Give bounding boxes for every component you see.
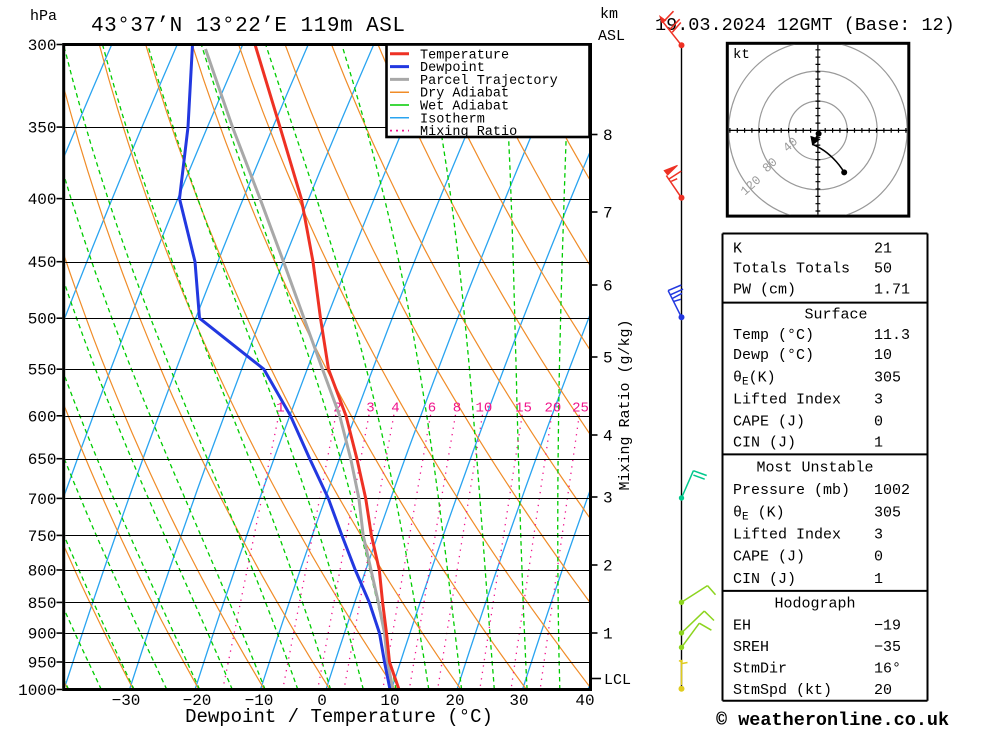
svg-text:Mixing Ratio (g/kg): Mixing Ratio (g/kg) <box>617 319 634 490</box>
svg-text:7: 7 <box>603 205 613 223</box>
svg-text:10: 10 <box>874 347 892 364</box>
svg-text:800: 800 <box>28 563 57 581</box>
svg-text:K: K <box>733 241 742 258</box>
svg-text:305: 305 <box>874 370 901 387</box>
svg-text:305: 305 <box>874 505 901 522</box>
svg-text:43°37’N 13°22’E 119m ASL: 43°37’N 13°22’E 119m ASL <box>91 15 405 38</box>
svg-text:CAPE (J): CAPE (J) <box>733 414 805 431</box>
svg-text:1: 1 <box>276 401 284 417</box>
svg-text:700: 700 <box>28 491 57 509</box>
svg-text:Temperature: Temperature <box>420 48 509 63</box>
svg-text:350: 350 <box>28 120 57 138</box>
svg-text:0: 0 <box>874 414 883 431</box>
svg-text:8: 8 <box>603 127 613 145</box>
svg-text:−35: −35 <box>874 639 901 656</box>
svg-text:20: 20 <box>544 401 561 417</box>
svg-text:StmDir: StmDir <box>733 661 787 678</box>
svg-text:3: 3 <box>366 401 374 417</box>
svg-text:5: 5 <box>603 350 613 368</box>
svg-text:θE(K): θE(K) <box>733 370 776 389</box>
svg-text:1000: 1000 <box>18 682 56 700</box>
svg-text:LCL: LCL <box>604 672 631 689</box>
svg-text:600: 600 <box>28 408 57 426</box>
svg-text:Hodograph: Hodograph <box>774 596 855 613</box>
svg-text:2: 2 <box>603 558 613 576</box>
svg-text:ASL: ASL <box>598 28 625 45</box>
svg-text:CIN (J): CIN (J) <box>733 435 796 452</box>
svg-text:1: 1 <box>874 435 883 452</box>
svg-text:300: 300 <box>28 37 57 55</box>
svg-text:850: 850 <box>28 595 57 613</box>
svg-text:400: 400 <box>28 191 57 209</box>
svg-text:PW (cm): PW (cm) <box>733 281 796 298</box>
svg-text:3: 3 <box>603 490 613 508</box>
svg-text:20: 20 <box>874 682 892 699</box>
svg-text:1.71: 1.71 <box>874 281 910 298</box>
svg-text:StmSpd (kt): StmSpd (kt) <box>733 682 832 699</box>
svg-text:40: 40 <box>575 692 594 710</box>
svg-text:30: 30 <box>509 692 528 710</box>
svg-text:19.03.2024 12GMT (Base: 12): 19.03.2024 12GMT (Base: 12) <box>655 15 955 36</box>
svg-text:21: 21 <box>874 241 892 258</box>
svg-text:Pressure (mb): Pressure (mb) <box>733 482 850 499</box>
svg-text:20: 20 <box>445 692 464 710</box>
svg-text:−10: −10 <box>245 692 274 710</box>
svg-text:Isotherm: Isotherm <box>420 112 485 127</box>
svg-text:CAPE (J): CAPE (J) <box>733 549 805 566</box>
svg-text:−19: −19 <box>874 617 901 634</box>
svg-text:950: 950 <box>28 655 57 673</box>
svg-text:550: 550 <box>28 362 57 380</box>
svg-text:1: 1 <box>874 571 883 588</box>
svg-text:Dry Adiabat: Dry Adiabat <box>420 87 509 102</box>
svg-text:−20: −20 <box>183 692 212 710</box>
svg-text:Mixing Ratio: Mixing Ratio <box>420 125 517 140</box>
svg-text:Dewpoint / Temperature (°C): Dewpoint / Temperature (°C) <box>185 706 493 728</box>
svg-text:4: 4 <box>603 428 613 446</box>
svg-text:Dewp (°C): Dewp (°C) <box>733 347 814 364</box>
svg-text:km: km <box>600 6 618 23</box>
svg-text:6: 6 <box>603 278 613 296</box>
svg-text:0: 0 <box>317 692 327 710</box>
svg-text:16°: 16° <box>874 661 901 678</box>
svg-text:Totals Totals: Totals Totals <box>733 260 850 277</box>
svg-text:Temp (°C): Temp (°C) <box>733 327 814 344</box>
svg-text:CIN (J): CIN (J) <box>733 571 796 588</box>
svg-text:3: 3 <box>874 392 883 409</box>
svg-text:Lifted Index: Lifted Index <box>733 526 841 543</box>
svg-text:50: 50 <box>874 260 892 277</box>
svg-text:kt: kt <box>733 47 750 63</box>
svg-text:1002: 1002 <box>874 482 910 499</box>
svg-text:6: 6 <box>428 401 436 417</box>
svg-text:10: 10 <box>380 692 399 710</box>
svg-text:© weatheronline.co.uk: © weatheronline.co.uk <box>716 710 949 731</box>
svg-text:Lifted Index: Lifted Index <box>733 392 841 409</box>
svg-text:Surface: Surface <box>804 307 867 324</box>
svg-text:750: 750 <box>28 528 57 546</box>
svg-text:−30: −30 <box>112 692 141 710</box>
svg-text:25: 25 <box>572 401 589 417</box>
svg-text:Most Unstable: Most Unstable <box>756 459 873 476</box>
svg-text:450: 450 <box>28 254 57 272</box>
svg-text:500: 500 <box>28 311 57 329</box>
svg-text:900: 900 <box>28 626 57 644</box>
svg-text:SREH: SREH <box>733 639 769 656</box>
svg-text:Parcel Trajectory: Parcel Trajectory <box>420 74 558 89</box>
svg-text:4: 4 <box>391 401 399 417</box>
svg-text:650: 650 <box>28 451 57 469</box>
svg-text:0: 0 <box>874 549 883 566</box>
svg-text:1: 1 <box>603 626 613 644</box>
svg-text:8: 8 <box>453 401 461 417</box>
svg-text:hPa: hPa <box>30 8 57 25</box>
svg-text:EH: EH <box>733 617 751 634</box>
svg-text:11.3: 11.3 <box>874 327 910 344</box>
svg-text:Dewpoint: Dewpoint <box>420 61 485 76</box>
svg-text:Wet Adiabat: Wet Adiabat <box>420 100 509 115</box>
svg-text:3: 3 <box>874 526 883 543</box>
svg-text:15: 15 <box>515 401 532 417</box>
svg-text:10: 10 <box>475 401 492 417</box>
svg-text:θE (K): θE (K) <box>733 505 785 524</box>
